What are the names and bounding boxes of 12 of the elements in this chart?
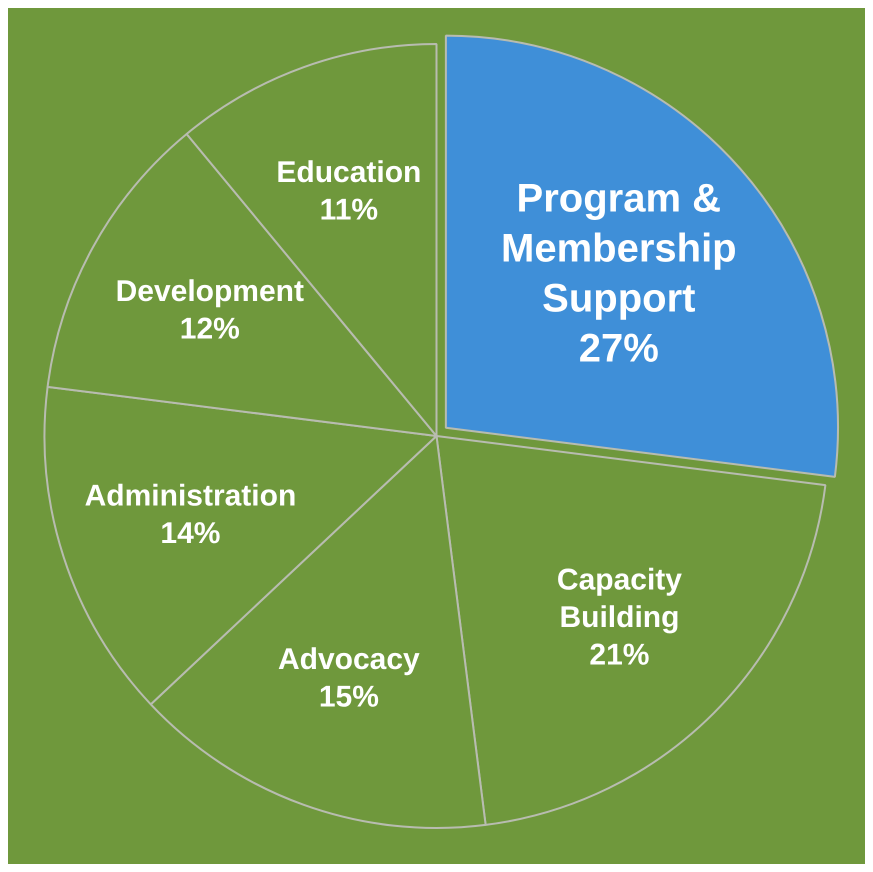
slice-label: Education [276, 156, 422, 190]
data-label: 15% [318, 680, 379, 714]
slice-label: Capacity Building [556, 564, 682, 634]
data-label: 21% [589, 638, 650, 672]
slice-label: Advocacy [278, 642, 420, 676]
data-label: 11% [320, 194, 378, 227]
slice-label: Administration [84, 479, 296, 512]
data-label: 12% [180, 312, 240, 346]
slice-label: Program & Membership Support [501, 176, 737, 320]
data-label: 14% [160, 516, 220, 550]
data-label: 27% [578, 326, 659, 370]
slice-label: Development [116, 274, 304, 308]
